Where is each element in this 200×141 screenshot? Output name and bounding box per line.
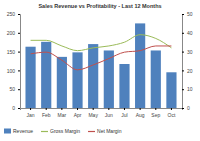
line (31, 35, 172, 51)
title: Sales Revenue vs Profitability - Last 12… (38, 3, 161, 9)
y2-tick (182, 33, 184, 34)
y-tick (18, 108, 20, 109)
x-tick (93, 108, 94, 110)
x-tick (46, 108, 47, 110)
y-axis: 0 50 100 150 200 250 (7, 11, 21, 111)
y2-tick-label: 10 (187, 86, 193, 92)
x-tick (30, 108, 31, 110)
bar (72, 52, 82, 108)
bar (88, 44, 98, 108)
bar (151, 50, 161, 108)
y-tick-label: 250 (7, 11, 16, 17)
y2-tick-label: 0 (187, 105, 190, 111)
y-tick-label: 150 (7, 49, 16, 55)
x-tick-label: May (88, 112, 98, 118)
legend-label: Revenue (13, 128, 33, 134)
y2-tick-label: 20 (187, 68, 193, 74)
legend-key (41, 131, 48, 132)
y2-tick (182, 14, 184, 15)
x-tick-label: Jan (27, 112, 35, 118)
x-axis-line (21, 109, 183, 111)
y-tick-label: 50 (9, 86, 15, 92)
x-tick (155, 108, 156, 110)
x-tick (140, 108, 141, 110)
y2-tick-label: 50 (187, 11, 193, 17)
y2-axis: 0 10 20 30 40 50 (182, 11, 193, 111)
legend-key (88, 131, 95, 132)
legend-key (4, 129, 11, 134)
y2-tick-label: 40 (187, 30, 193, 36)
x-tick-label: Jul (121, 112, 127, 118)
chart: Sales Revenue vs Profitability - Last 12… (0, 0, 200, 141)
y-tick (18, 33, 20, 34)
x-tick (61, 108, 62, 110)
y-tick-label: 100 (7, 68, 16, 74)
legend-label: Net Margin (97, 128, 122, 134)
x-tick-label: Apr (74, 112, 82, 118)
bar (57, 57, 67, 108)
bar (25, 47, 35, 108)
legend: Revenue Gross Margin Net Margin (4, 128, 122, 134)
y-tick (18, 14, 20, 15)
y-tick (18, 89, 20, 90)
x-tick-label: Jun (105, 112, 113, 118)
bar (104, 50, 114, 108)
bar (166, 72, 176, 108)
y2-tick (182, 52, 184, 53)
y-tick (18, 52, 20, 53)
x-tick (124, 108, 125, 110)
y-tick (18, 70, 20, 71)
x-tick-label: Sep (151, 112, 160, 118)
legend-label: Gross Margin (50, 128, 80, 134)
x-tick-label: Feb (42, 112, 51, 118)
x-axis: Jan Feb Mar Apr May Jun Jul Aug Sep Oct (21, 108, 183, 118)
y-tick-label: 200 (7, 30, 16, 36)
y2-tick (182, 108, 184, 109)
line (31, 46, 172, 70)
bar (119, 64, 129, 108)
y2-axis-line (183, 15, 185, 109)
x-tick-label: Oct (168, 112, 176, 118)
y-axis-line (18, 15, 21, 109)
x-tick (171, 108, 172, 110)
bar (135, 23, 145, 108)
x-tick-label: Mar (58, 112, 67, 118)
plot (25, 23, 176, 108)
y2-tick (182, 70, 184, 71)
y-tick-label: 0 (12, 105, 15, 111)
y2-tick (182, 89, 184, 90)
x-tick (108, 108, 109, 110)
x-tick-label: Aug (136, 112, 145, 118)
y2-tick-label: 30 (187, 49, 193, 55)
x-tick (77, 108, 78, 110)
